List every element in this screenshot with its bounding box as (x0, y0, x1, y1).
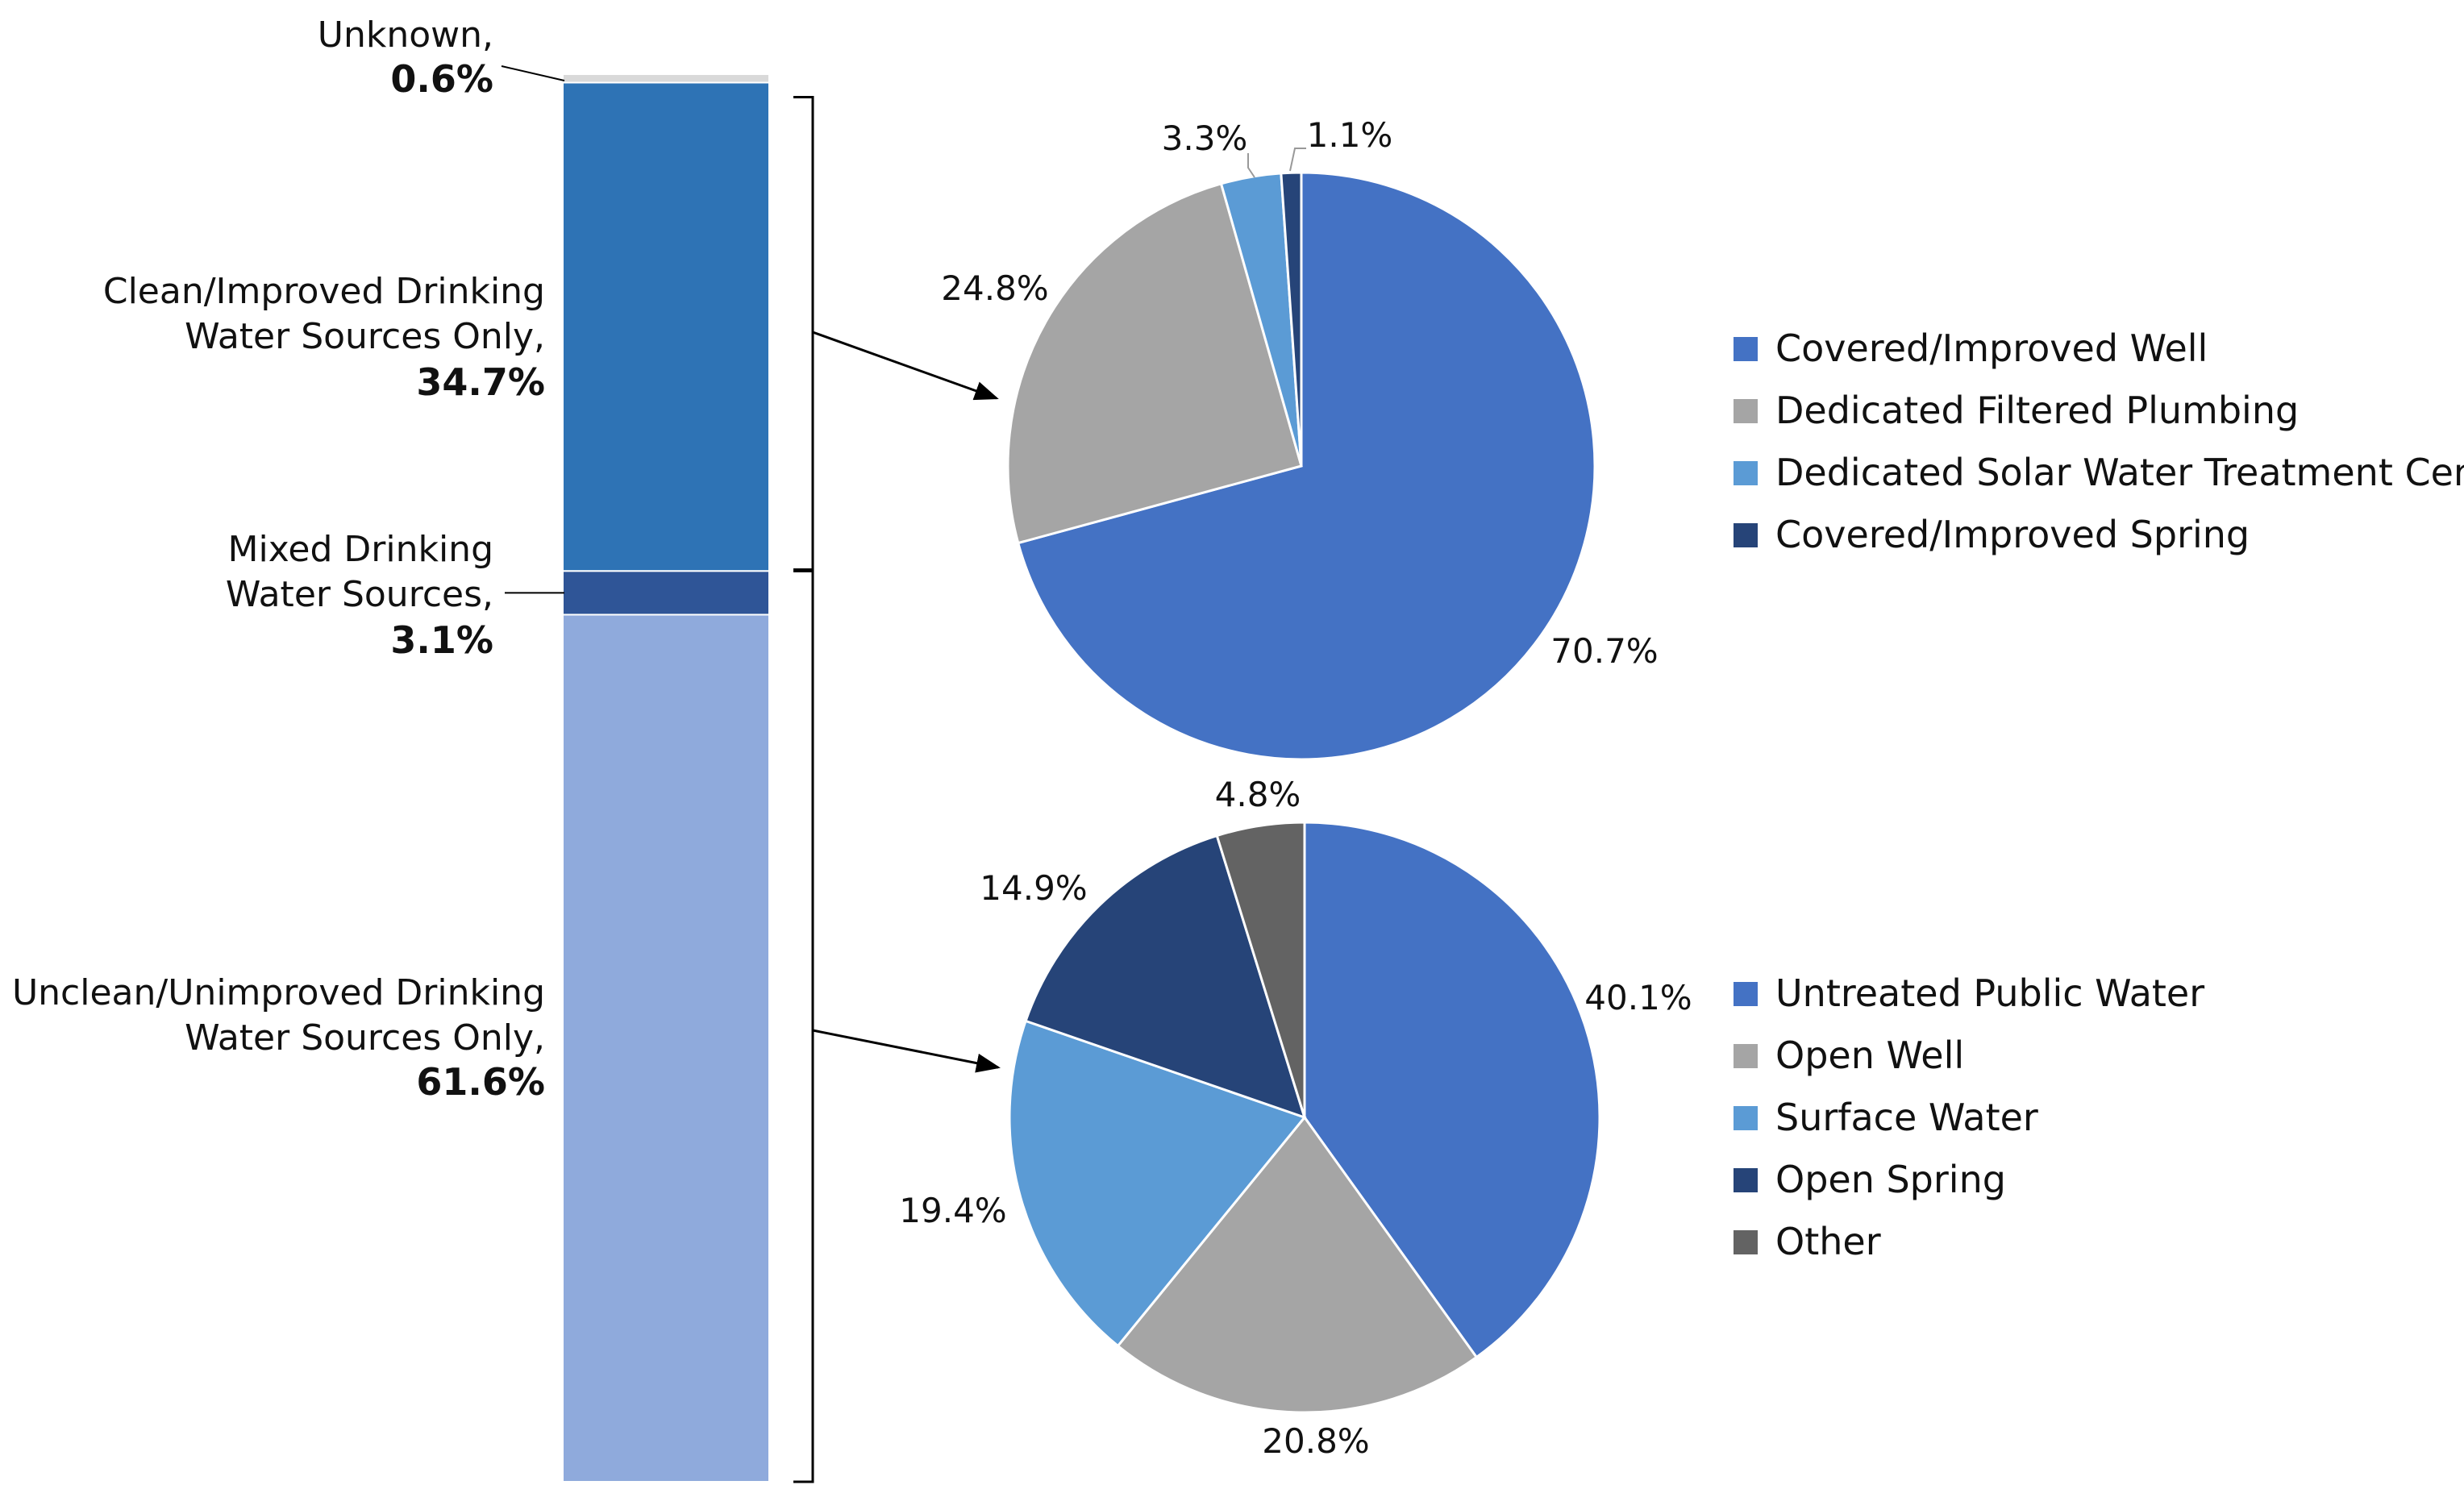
legend-label-dedicated-filtered-plumbing: Dedicated Filtered Plumbing (1775, 389, 2299, 432)
legend-label-surface-water: Surface Water (1775, 1096, 2038, 1139)
pie-slice-untreated-public-water (1303, 821, 1601, 1359)
pie-slice-surface-water (1008, 1019, 1307, 1348)
bar-label-clean-line1: Clean/Improved Drinking (103, 271, 545, 312)
legend-swatch-dedicated-solar-water-treatment-center (1734, 461, 1758, 485)
bar-value-clean: 34.7% (416, 360, 545, 404)
leader-spring (1289, 148, 1306, 172)
bar-segment-mixed-drinking-water-sources (562, 570, 770, 616)
bar-value-unknown: 0.6% (390, 57, 493, 101)
legend-swatch-open-spring (1734, 1168, 1758, 1192)
stacked-bar (562, 73, 770, 1483)
bar-value-mixed: 3.1% (390, 618, 493, 662)
pie-label-surface-water: 19.4% (899, 1191, 1006, 1230)
bar-label-clean-line2: Water Sources Only, (185, 316, 545, 357)
pie-label-open-well: 20.8% (1262, 1421, 1369, 1461)
pie-label-dedicated-solar-water-treatment-center: 3.3% (1162, 119, 1248, 158)
bracket-clean (793, 95, 814, 572)
legend-clean-improved: Covered/Improved Well Dedicated Filtered … (1734, 327, 2464, 556)
legend-unclean-unimproved: Untreated Public Water Open Well Surface W… (1734, 971, 2204, 1263)
pie-slice-dedicated-filtered-plumbing (1006, 181, 1303, 545)
leader-line-unknown (501, 65, 565, 81)
pie-label-covered-improved-well: 70.7% (1550, 631, 1658, 671)
leader-solar (1247, 153, 1255, 178)
bar-segment-unknown (562, 73, 770, 84)
pie-slice-other (1215, 821, 1306, 1118)
pie-label-other: 4.8% (1215, 775, 1301, 814)
bar-segment-unclean-unimproved-drinking-water-sources-only (562, 614, 770, 1483)
stacked-bar-labels: Unknown,0.6%Clean/Improved DrinkingWater… (12, 15, 565, 1104)
legend-swatch-untreated-public-water (1734, 982, 1758, 1006)
bar-label-unclean-line2: Water Sources Only, (185, 1017, 545, 1059)
bar-segment-clean-improved-drinking-water-sources-only (562, 81, 770, 572)
bracket-arrows (793, 95, 1001, 1483)
pie-label-open-spring: 14.9% (980, 868, 1087, 908)
legend-label-covered-improved-well: Covered/Improved Well (1775, 327, 2208, 370)
pie-label-covered-improved-spring: 1.1% (1307, 115, 1393, 155)
legend-label-untreated-public-water: Untreated Public Water (1775, 971, 2204, 1015)
arrow-to-pie-unclean (812, 1029, 1001, 1073)
legend-label-dedicated-solar-water-treatment-center: Dedicated Solar Water Treatment Center (1775, 451, 2464, 494)
legend-swatch-open-well (1734, 1044, 1758, 1068)
bar-label-unclean-line1: Unclean/Unimproved Drinking (12, 972, 545, 1013)
pie-slice-covered-improved-well (1016, 171, 1596, 761)
legend-swatch-covered-improved-spring (1734, 523, 1758, 547)
pie-unclean-unimproved: 40.1% 20.8% 19.4% 14.9% 4.8% (899, 775, 1692, 1461)
pie-slice-covered-improved-spring (1280, 171, 1303, 467)
legend-label-open-well: Open Well (1775, 1034, 1964, 1077)
arrow-to-pie-clean (812, 331, 999, 401)
pie-clean-improved: 70.7% 24.8% 3.3% 1.1% (941, 115, 1659, 761)
bar-value-unclean: 61.6% (416, 1060, 545, 1104)
pie-slice-open-well (1116, 1115, 1479, 1414)
legend-label-covered-improved-spring: Covered/Improved Spring (1775, 513, 2250, 556)
bar-label-mixed-line2: Water Sources, (226, 574, 493, 615)
pie-label-dedicated-filtered-plumbing: 24.8% (941, 268, 1048, 308)
bar-label-mixed-line1: Mixed Drinking (228, 529, 493, 570)
legend-swatch-surface-water (1734, 1106, 1758, 1130)
bracket-unclean (793, 568, 814, 1483)
legend-swatch-other (1734, 1230, 1758, 1254)
legend-swatch-dedicated-filtered-plumbing (1734, 399, 1758, 423)
legend-swatch-covered-improved-well (1734, 337, 1758, 361)
legend-label-other: Other (1775, 1220, 1881, 1263)
pie-label-untreated-public-water: 40.1% (1584, 978, 1692, 1017)
bar-label-unknown: Unknown, (318, 15, 493, 56)
legend-label-open-spring: Open Spring (1775, 1158, 2006, 1201)
pie-slice-open-spring (1024, 834, 1307, 1120)
